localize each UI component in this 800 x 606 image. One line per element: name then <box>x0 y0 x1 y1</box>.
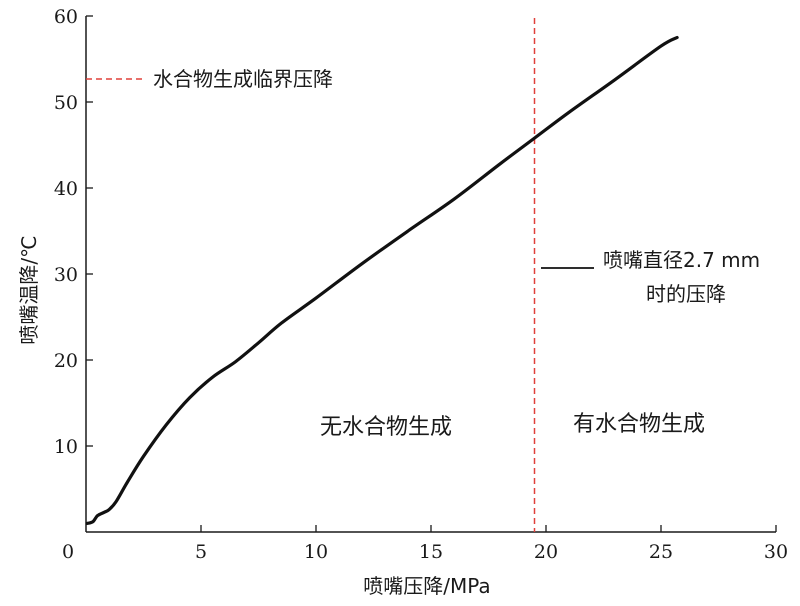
y-tick-label: 40 <box>54 178 78 200</box>
y-axis-title: 喷嘴温降/℃ <box>17 235 41 344</box>
x-tick-label: 5 <box>195 541 207 563</box>
x-tick-label: 10 <box>304 541 328 563</box>
x-axis-title: 喷嘴压降/MPa <box>363 574 490 598</box>
x-tick-label: 15 <box>419 541 443 563</box>
region-label-hydrate: 有水合物生成 <box>573 412 705 437</box>
series-line <box>85 35 679 525</box>
ticks: 0 5 10 15 20 25 30 10 20 30 40 50 60 <box>54 6 788 563</box>
y-tick-label: 30 <box>54 264 78 286</box>
x-tick-label: 20 <box>534 541 558 563</box>
y-tick-label: 10 <box>54 436 78 458</box>
legend-series-label-line2: 时的压降 <box>646 282 726 306</box>
x-tick-label: 0 <box>62 541 74 563</box>
y-tick-label: 50 <box>54 92 78 114</box>
x-tick-label: 25 <box>649 541 673 563</box>
legend-series-label-line1: 喷嘴直径2.7 mm <box>603 248 760 272</box>
axes <box>85 16 776 533</box>
series-layer <box>85 18 679 532</box>
y-tick-label: 20 <box>54 350 78 372</box>
region-label-no-hydrate: 无水合物生成 <box>320 415 452 440</box>
legend-reference-line-label: 水合物生成临界压降 <box>153 67 333 91</box>
x-tick-label: 30 <box>764 541 788 563</box>
y-tick-label: 60 <box>54 6 78 28</box>
